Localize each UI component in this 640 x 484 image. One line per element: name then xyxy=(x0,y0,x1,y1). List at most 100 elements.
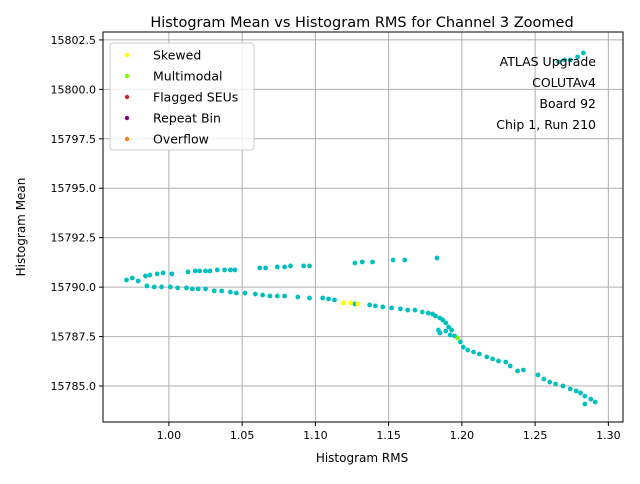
data-point-normal xyxy=(425,310,431,316)
data-point-normal xyxy=(503,359,509,365)
data-point-normal xyxy=(412,307,418,313)
data-point-normal xyxy=(260,292,266,298)
data-point-normal xyxy=(135,278,141,284)
data-point-normal xyxy=(228,267,233,273)
data-point-normal xyxy=(547,379,553,385)
data-point-normal xyxy=(402,257,408,263)
x-tick-label: 1.00 xyxy=(157,429,182,442)
data-point-normal xyxy=(232,267,238,273)
data-point-normal xyxy=(282,293,288,299)
data-point-normal xyxy=(144,283,150,289)
x-axis-ticks: 1.00 1.05 1.10 1.15 1.20 1.25 1.30 xyxy=(157,422,621,442)
data-point-normal xyxy=(465,347,471,353)
legend-box xyxy=(109,42,255,151)
data-point-normal xyxy=(228,289,233,295)
data-point-normal xyxy=(282,264,288,270)
data-point-normal xyxy=(184,285,189,291)
data-point-normal xyxy=(195,286,201,292)
data-point-normal xyxy=(124,277,129,283)
legend-marker xyxy=(124,115,130,121)
data-point-normal xyxy=(167,284,173,290)
data-point-normal xyxy=(307,295,312,301)
data-point-normal xyxy=(578,390,583,396)
x-tick-label: 1.30 xyxy=(596,429,621,442)
data-point-normal xyxy=(252,291,258,297)
data-point-normal xyxy=(440,317,446,323)
data-point-normal xyxy=(288,263,293,269)
data-point-normal xyxy=(556,59,561,65)
data-point-normal xyxy=(535,372,541,378)
legend-label: Repeat Bin xyxy=(153,111,221,126)
y-tick-label: 15797.5 xyxy=(51,133,97,146)
plot-frame xyxy=(102,31,624,423)
data-point-normal xyxy=(169,271,175,277)
data-point-normal xyxy=(567,386,573,392)
data-point-normal xyxy=(582,401,588,407)
data-point-normal xyxy=(189,286,195,292)
data-points xyxy=(124,50,598,407)
data-point-normal xyxy=(359,259,365,265)
data-point-normal xyxy=(143,273,148,279)
data-point-normal xyxy=(458,339,463,345)
data-point-normal xyxy=(560,383,566,389)
data-point-normal xyxy=(496,358,501,364)
data-point-normal xyxy=(326,296,331,302)
data-point-normal xyxy=(582,393,588,399)
data-point-skewed xyxy=(348,300,353,306)
y-axis-label: Histogram Mean xyxy=(14,178,28,277)
data-point-normal xyxy=(397,306,403,312)
data-point-normal xyxy=(154,271,160,277)
annotation-line: ATLAS Upgrade xyxy=(500,54,597,69)
x-tick-label: 1.25 xyxy=(523,429,548,442)
data-point-normal xyxy=(419,309,425,315)
data-point-normal xyxy=(160,270,166,276)
data-point-normal xyxy=(147,272,153,278)
data-point-normal xyxy=(434,255,440,261)
data-point-normal xyxy=(192,268,198,274)
data-point-skewed xyxy=(355,301,361,307)
data-point-normal xyxy=(214,267,220,273)
legend-marker xyxy=(124,52,130,58)
data-point-normal xyxy=(443,328,449,334)
data-point-normal xyxy=(233,290,239,296)
data-point-normal xyxy=(242,290,248,296)
legend: Skewed Multimodal Flagged SEUs Repeat Bin Ov… xyxy=(109,42,255,151)
data-point-normal xyxy=(592,399,598,405)
data-point-normal xyxy=(267,293,273,299)
data-point-normal xyxy=(553,381,559,387)
data-point-normal xyxy=(471,349,476,355)
data-point-normal xyxy=(567,57,573,63)
legend-label: Overflow xyxy=(153,132,209,147)
data-point-normal xyxy=(507,363,513,369)
data-point-normal xyxy=(484,354,490,360)
legend-label: Flagged SEUs xyxy=(153,90,238,105)
data-point-normal xyxy=(295,294,301,300)
data-point-normal xyxy=(320,295,326,301)
data-point-normal xyxy=(332,297,337,303)
y-tick-label: 15785.0 xyxy=(51,380,97,393)
annotation-line: Board 92 xyxy=(539,96,596,111)
data-point-normal xyxy=(301,263,307,269)
data-point-normal xyxy=(373,303,378,309)
data-point-normal xyxy=(211,288,217,294)
data-point-normal xyxy=(257,265,263,271)
data-point-normal xyxy=(515,368,520,374)
data-point-normal xyxy=(151,284,157,290)
data-point-multimodal xyxy=(455,335,460,341)
data-point-normal xyxy=(581,50,586,56)
x-tick-label: 1.10 xyxy=(303,429,328,442)
x-tick-label: 1.20 xyxy=(450,429,475,442)
annotation-line: COLUTAv4 xyxy=(532,75,596,90)
data-point-normal xyxy=(447,332,453,338)
data-point-normal xyxy=(477,351,482,357)
y-tick-label: 15800.0 xyxy=(51,83,97,96)
y-tick-label: 15795.0 xyxy=(51,182,97,195)
data-point-normal xyxy=(490,356,496,362)
legend-marker xyxy=(124,136,130,142)
y-axis-ticks: 15785.0 15787.5 15790.0 15792.5 15795.0 15797… xyxy=(51,34,103,393)
legend-marker xyxy=(124,94,130,100)
data-point-normal xyxy=(197,268,203,274)
data-point-skewed xyxy=(340,300,346,306)
grid xyxy=(103,32,623,422)
data-point-normal xyxy=(307,263,312,269)
